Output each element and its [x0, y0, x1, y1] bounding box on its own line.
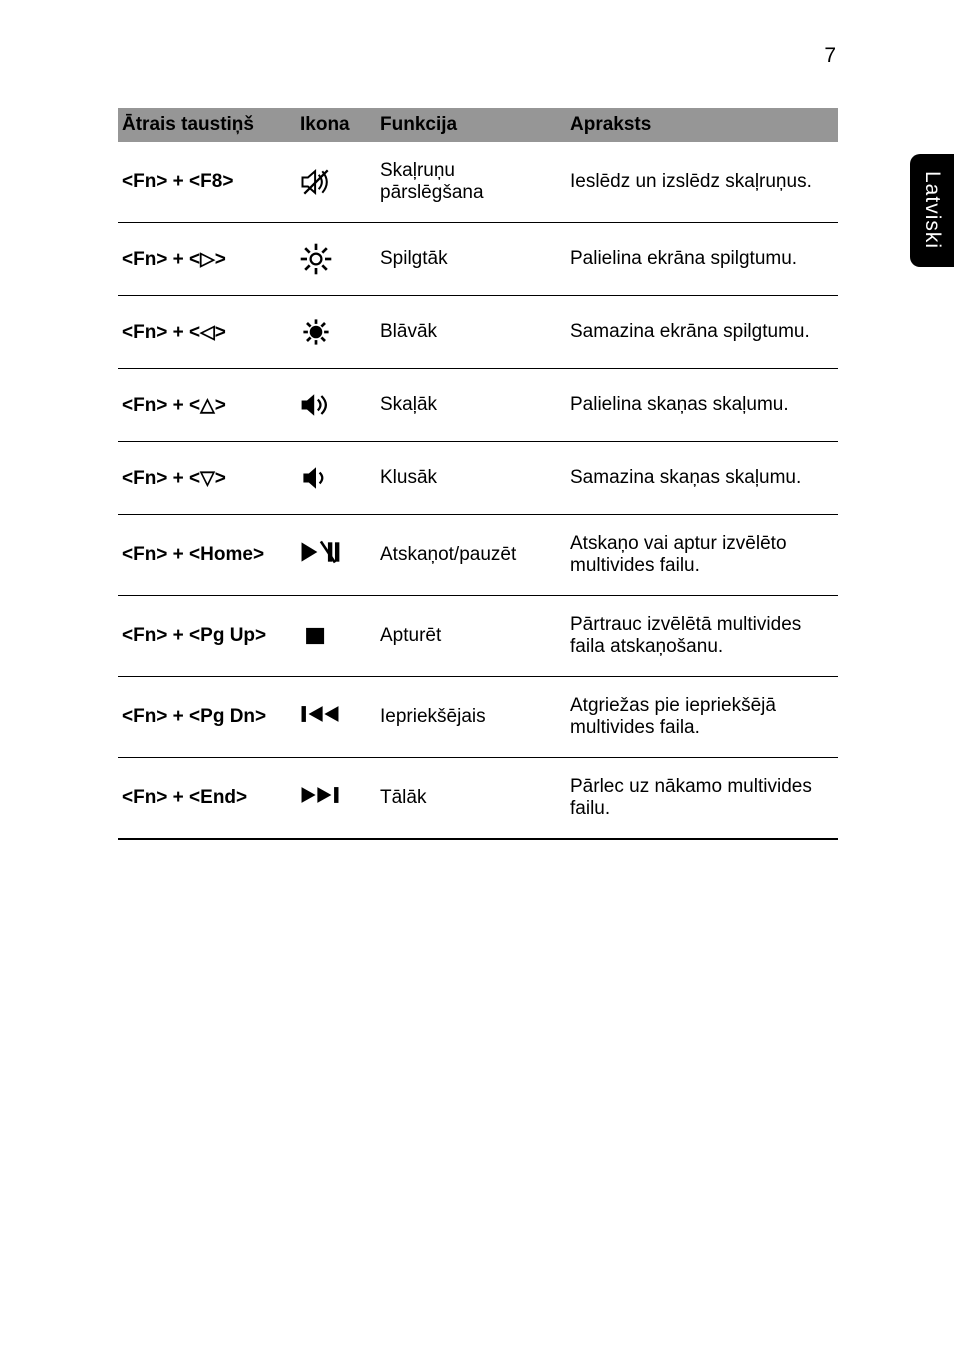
cell-icon [296, 142, 376, 223]
content-area: Ātrais taustiņš Ikona Funkcija Apraksts … [118, 108, 838, 840]
header-desc: Apraksts [566, 108, 838, 142]
cell-desc: Atgriežas pie iepriekšējā multivides fai… [566, 677, 838, 758]
cell-icon [296, 223, 376, 296]
table-header-row: Ātrais taustiņš Ikona Funkcija Apraksts [118, 108, 838, 142]
next-icon [298, 780, 342, 810]
cell-func: Spilgtāk [376, 223, 566, 296]
cell-desc: Samazina skaņas skaļumu. [566, 442, 838, 515]
cell-icon [296, 442, 376, 515]
cell-key: <Fn> + <Pg Dn> [118, 677, 296, 758]
hotkeys-table: Ātrais taustiņš Ikona Funkcija Apraksts … [118, 108, 838, 840]
cell-desc: Palielina ekrāna spilgtumu. [566, 223, 838, 296]
stop-icon [298, 618, 334, 654]
cell-func: Klusāk [376, 442, 566, 515]
cell-icon [296, 758, 376, 840]
table-row: <Fn> + <F8> Skaļruņu pārslēgšana Ieslēdz… [118, 142, 838, 223]
cell-icon [296, 677, 376, 758]
header-key: Ātrais taustiņš [118, 108, 296, 142]
cell-key: <Fn> + <▽> [118, 442, 296, 515]
cell-func: Iepriekšējais [376, 677, 566, 758]
cell-key: <Fn> + <F8> [118, 142, 296, 223]
cell-icon [296, 296, 376, 369]
brightness-down-icon [298, 314, 334, 350]
table-row: <Fn> + <Home> Atskaņot/pauzēt Atskaņo va… [118, 515, 838, 596]
cell-func: Tālāk [376, 758, 566, 840]
cell-func: Blāvāk [376, 296, 566, 369]
cell-desc: Atskaņo vai aptur izvēlēto multivides fa… [566, 515, 838, 596]
cell-key: <Fn> + <◁> [118, 296, 296, 369]
cell-func: Atskaņot/pauzēt [376, 515, 566, 596]
cell-key: <Fn> + <Home> [118, 515, 296, 596]
volume-up-icon [298, 387, 334, 423]
table-row: <Fn> + <Pg Up> Apturēt Pārtrauc izvēlētā… [118, 596, 838, 677]
language-tab: Latviski [910, 154, 954, 267]
table-row: <Fn> + <▷> [118, 223, 838, 296]
cell-icon [296, 515, 376, 596]
header-icon: Ikona [296, 108, 376, 142]
cell-func: Skaļāk [376, 369, 566, 442]
cell-desc: Pārtrauc izvēlētā multivides faila atska… [566, 596, 838, 677]
table-row: <Fn> + <▽> Klusāk Samazina skaņas skaļum… [118, 442, 838, 515]
table-row: <Fn> + <Pg Dn> Iepriekšējais Atgriežas p… [118, 677, 838, 758]
cell-desc: Ieslēdz un izslēdz skaļruņus. [566, 142, 838, 223]
cell-icon [296, 596, 376, 677]
language-tab-text: Latviski [920, 171, 944, 249]
brightness-up-icon [298, 241, 334, 277]
speaker-toggle-icon [298, 164, 334, 200]
cell-key: <Fn> + <▷> [118, 223, 296, 296]
cell-desc: Samazina ekrāna spilgtumu. [566, 296, 838, 369]
cell-desc: Palielina skaņas skaļumu. [566, 369, 838, 442]
cell-desc: Pārlec uz nākamo multivides failu. [566, 758, 838, 840]
previous-icon [298, 699, 342, 729]
table-row: <Fn> + <△> Skaļāk Palielina skaņas skaļu… [118, 369, 838, 442]
header-func: Funkcija [376, 108, 566, 142]
page-number: 7 [824, 44, 836, 68]
cell-func: Apturēt [376, 596, 566, 677]
volume-down-icon [298, 460, 334, 496]
cell-func: Skaļruņu pārslēgšana [376, 142, 566, 223]
cell-key: <Fn> + <△> [118, 369, 296, 442]
cell-key: <Fn> + <End> [118, 758, 296, 840]
cell-icon [296, 369, 376, 442]
table-row: <Fn> + <End> Tālāk Pārlec uz nākamo mult… [118, 758, 838, 840]
table-row: <Fn> + <◁> [118, 296, 838, 369]
play-pause-icon [298, 537, 342, 567]
cell-key: <Fn> + <Pg Up> [118, 596, 296, 677]
